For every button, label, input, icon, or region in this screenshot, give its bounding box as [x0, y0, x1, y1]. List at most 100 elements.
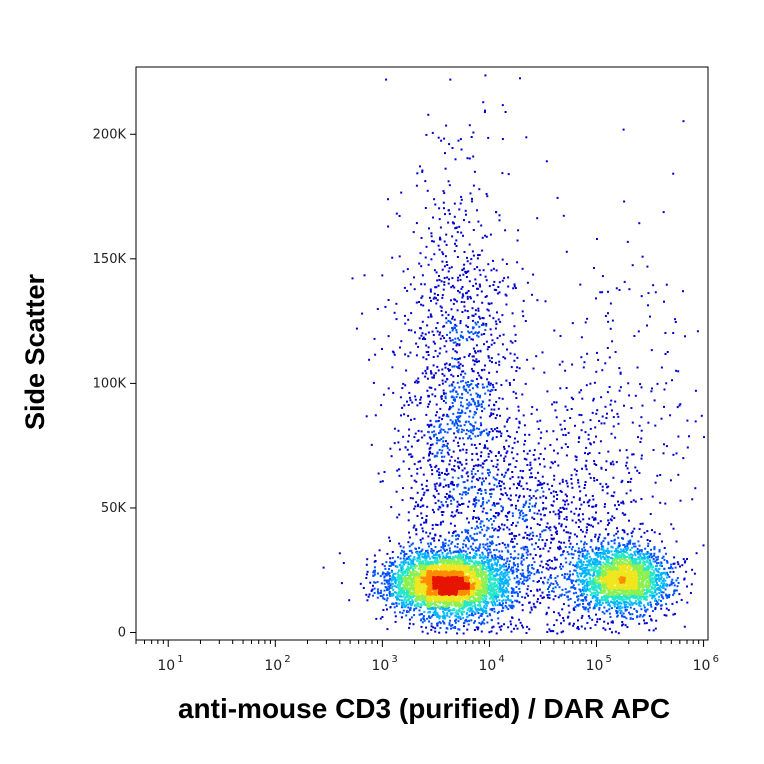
event-point: [539, 535, 542, 538]
event-point: [441, 455, 443, 458]
event-point: [617, 632, 620, 635]
event-point: [494, 361, 497, 364]
event-point: [613, 539, 616, 542]
event-point: [602, 546, 605, 549]
event-point: [633, 527, 636, 530]
event-point: [443, 374, 446, 377]
event-point: [563, 594, 566, 596]
event-point: [476, 386, 479, 389]
event-point: [596, 559, 599, 562]
event-point: [440, 501, 443, 504]
event-point: [498, 556, 501, 559]
event-point: [502, 572, 505, 575]
event-point: [458, 609, 460, 612]
event-point: [658, 579, 661, 582]
event-point: [676, 561, 679, 564]
event-point: [497, 430, 500, 433]
event-point: [470, 423, 473, 426]
event-point: [521, 609, 524, 612]
event-point: [482, 429, 485, 432]
event-point: [448, 267, 451, 270]
event-point: [428, 620, 430, 623]
event-point: [436, 470, 439, 473]
event-point: [688, 435, 690, 438]
event-point: [653, 552, 656, 555]
event-point: [433, 342, 436, 345]
event-point: [404, 446, 407, 449]
event-point: [539, 577, 542, 580]
event-point: [442, 400, 445, 402]
event-point: [468, 500, 471, 503]
event-point: [423, 554, 426, 557]
event-point: [654, 608, 657, 611]
event-point: [618, 389, 621, 392]
event-point: [441, 541, 444, 544]
event-point: [400, 561, 403, 564]
event-point: [518, 480, 521, 483]
event-point: [616, 530, 619, 533]
event-point: [490, 451, 493, 454]
event-point: [477, 335, 480, 338]
event-point: [511, 476, 514, 478]
event-point: [425, 245, 428, 248]
event-point: [525, 136, 528, 139]
event-point: [417, 377, 420, 380]
event-point: [428, 386, 431, 389]
event-point: [387, 387, 390, 390]
event-point: [494, 592, 496, 595]
event-point: [437, 474, 440, 476]
event-point: [467, 608, 469, 611]
event-point: [627, 546, 630, 549]
event-point: [489, 493, 491, 495]
event-point: [606, 486, 609, 489]
event-point: [566, 551, 569, 553]
event-point: [478, 545, 481, 548]
event-point: [457, 617, 460, 619]
event-point: [461, 296, 464, 299]
event-point: [592, 579, 595, 582]
event-point: [491, 527, 494, 529]
event-point: [477, 405, 480, 407]
event-point: [463, 301, 466, 304]
event-point: [616, 614, 619, 617]
event-point: [447, 180, 450, 183]
event-point: [377, 472, 380, 475]
event-point: [501, 473, 503, 476]
event-point: [490, 459, 493, 462]
event-point: [614, 630, 617, 633]
event-point: [487, 519, 490, 522]
event-point: [648, 567, 651, 570]
event-point: [439, 535, 442, 538]
event-point: [578, 436, 581, 439]
event-point: [465, 429, 468, 432]
event-point: [517, 580, 520, 583]
event-point: [618, 449, 621, 452]
event-point: [504, 455, 507, 458]
event-point: [501, 591, 504, 594]
event-point: [550, 541, 552, 544]
event-point: [466, 553, 469, 556]
event-point: [580, 528, 582, 531]
event-point: [480, 481, 483, 484]
event-point: [662, 452, 665, 455]
event-point: [479, 614, 482, 617]
event-point: [376, 590, 379, 593]
event-point: [578, 603, 581, 606]
event-point: [455, 324, 458, 327]
event-point: [616, 554, 619, 557]
event-point: [507, 583, 510, 586]
event-point: [594, 567, 597, 570]
event-point: [593, 477, 596, 479]
event-point: [510, 540, 513, 543]
event-point: [479, 543, 482, 546]
event-point: [446, 627, 449, 630]
event-point: [588, 617, 591, 620]
event-point: [565, 561, 568, 564]
event-point: [502, 563, 505, 566]
event-point: [467, 385, 470, 388]
event-point: [581, 530, 584, 533]
event-point: [506, 568, 508, 571]
event-point: [495, 583, 498, 586]
event-point: [560, 446, 563, 449]
event-point: [555, 491, 558, 493]
